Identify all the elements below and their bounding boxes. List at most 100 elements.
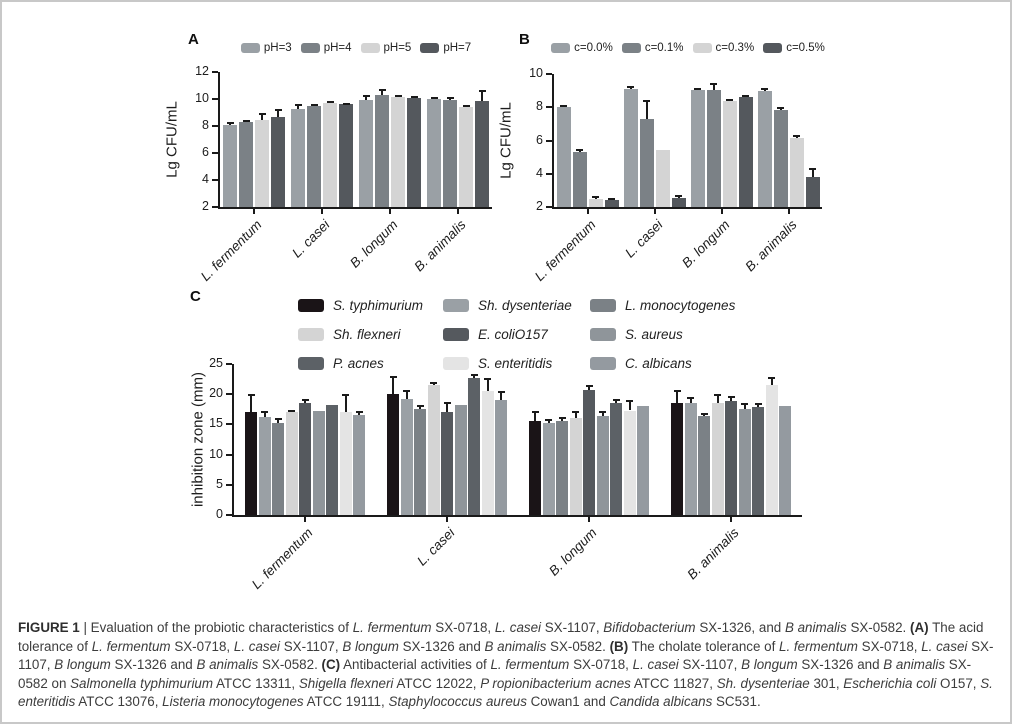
- bar: [245, 412, 257, 515]
- bar: [542, 422, 555, 515]
- error-bar-stem: [730, 396, 732, 402]
- bar: [239, 121, 253, 207]
- x-axis-line: [232, 515, 802, 517]
- bar: [637, 405, 649, 515]
- error-bar-stem: [689, 398, 692, 404]
- bar: [738, 97, 753, 207]
- error-bar-stem: [703, 413, 705, 416]
- y-axis-title: Lg CFU/mL: [163, 100, 181, 178]
- bar: [698, 415, 710, 515]
- legend-label: S. enteritidis: [478, 356, 553, 371]
- legend-item: Sh. dysenteriae: [443, 298, 590, 313]
- caption-segment: SX-0718,: [569, 657, 633, 673]
- y-tick-mark: [212, 179, 218, 181]
- legend-item: S. enteritidis: [443, 356, 590, 371]
- legend-swatch: [763, 43, 783, 53]
- error-bar-stem: [263, 412, 266, 417]
- legend-label: c=0.1%: [644, 42, 684, 54]
- x-tick-mark: [787, 209, 790, 214]
- y-tick-mark: [226, 453, 232, 456]
- chart-legend: S. typhimurium Sh. dysenteriae L. monocyto…: [298, 298, 755, 371]
- y-tick-mark: [546, 172, 552, 175]
- bar: [353, 415, 365, 515]
- error-bar-cap: [700, 412, 708, 415]
- legend-swatch: [443, 299, 469, 312]
- caption-segment: B animalis: [883, 657, 946, 673]
- error-bar-stem: [588, 386, 590, 390]
- error-bar-cap: [410, 95, 418, 98]
- error-bar-cap: [430, 96, 438, 99]
- bar: [765, 385, 778, 515]
- bar: [285, 412, 298, 515]
- caption-segment: (C): [321, 657, 341, 673]
- x-tick-mark: [586, 209, 589, 214]
- bar: [671, 197, 686, 207]
- bar: [271, 116, 285, 207]
- error-bar-cap: [470, 373, 478, 376]
- caption-segment: SX-0582.: [846, 620, 910, 635]
- error-bar-stem: [770, 377, 773, 386]
- y-tick-mark: [226, 483, 232, 486]
- legend-label: Sh. flexneri: [333, 327, 401, 342]
- error-bar-cap: [643, 100, 650, 103]
- y-tick-label: 15: [209, 416, 223, 431]
- caption-segment: ATCC 13311,: [213, 675, 299, 691]
- caption-segment: L. casei: [921, 638, 968, 654]
- error-bar-cap: [742, 94, 749, 97]
- error-bar-stem: [250, 395, 252, 413]
- error-bar-stem: [645, 101, 648, 119]
- bar: [706, 89, 721, 207]
- y-tick-label: 8: [202, 118, 209, 132]
- error-bar-cap: [761, 88, 768, 91]
- bar: [655, 150, 670, 207]
- error-bar-stem: [811, 168, 814, 178]
- legend-label: c=0.3%: [715, 42, 755, 54]
- caption-segment: The acid tolerance of: [18, 620, 984, 654]
- error-bar-cap: [274, 417, 282, 420]
- bar: [407, 98, 421, 207]
- error-bar-cap: [560, 104, 567, 107]
- caption-segment: B longum: [741, 657, 798, 673]
- bar: [454, 405, 467, 515]
- error-bar-cap: [446, 97, 454, 100]
- caption-segment: SX-0582.: [258, 657, 322, 673]
- y-tick-mark: [212, 125, 218, 127]
- figure-caption: FIGURE 1 | Evaluation of the probiotic c…: [18, 619, 998, 712]
- error-bar-cap: [599, 410, 606, 413]
- bar: [299, 402, 311, 515]
- caption-segment: L. fermentum: [779, 638, 858, 654]
- caption-segment: SX-0582.: [546, 638, 610, 654]
- error-bar-cap: [310, 104, 318, 107]
- error-bar-stem: [365, 95, 367, 101]
- error-bar-cap: [378, 89, 386, 92]
- bar: [391, 96, 405, 207]
- bar: [789, 138, 804, 207]
- bar: [459, 107, 473, 207]
- bar: [588, 198, 603, 207]
- bar: [323, 103, 337, 207]
- bar: [291, 109, 305, 207]
- error-bar-cap: [416, 404, 424, 407]
- bar: [375, 94, 389, 207]
- error-bar-cap: [768, 376, 775, 379]
- legend-swatch: [443, 357, 469, 370]
- error-bar-stem: [446, 403, 448, 412]
- legend-label: c=0.5%: [786, 42, 825, 54]
- error-bar-stem: [676, 391, 678, 403]
- x-category-label: L. casei: [414, 525, 458, 569]
- caption-segment: L. casei: [632, 657, 679, 673]
- error-bar-stem: [449, 98, 451, 101]
- error-bar-cap: [326, 101, 334, 104]
- caption-segment: B longum: [342, 638, 399, 654]
- error-bar-cap: [274, 108, 282, 111]
- caption-segment: Salmonella typhimurium: [70, 675, 214, 691]
- bar: [481, 391, 494, 515]
- legend-item: pH=5: [360, 42, 411, 54]
- bar: [639, 118, 654, 207]
- panel-label-a: A: [188, 31, 199, 48]
- error-bar-cap: [355, 410, 363, 413]
- x-tick-mark: [446, 517, 448, 522]
- bar: [326, 405, 338, 515]
- error-bar-cap: [497, 390, 505, 393]
